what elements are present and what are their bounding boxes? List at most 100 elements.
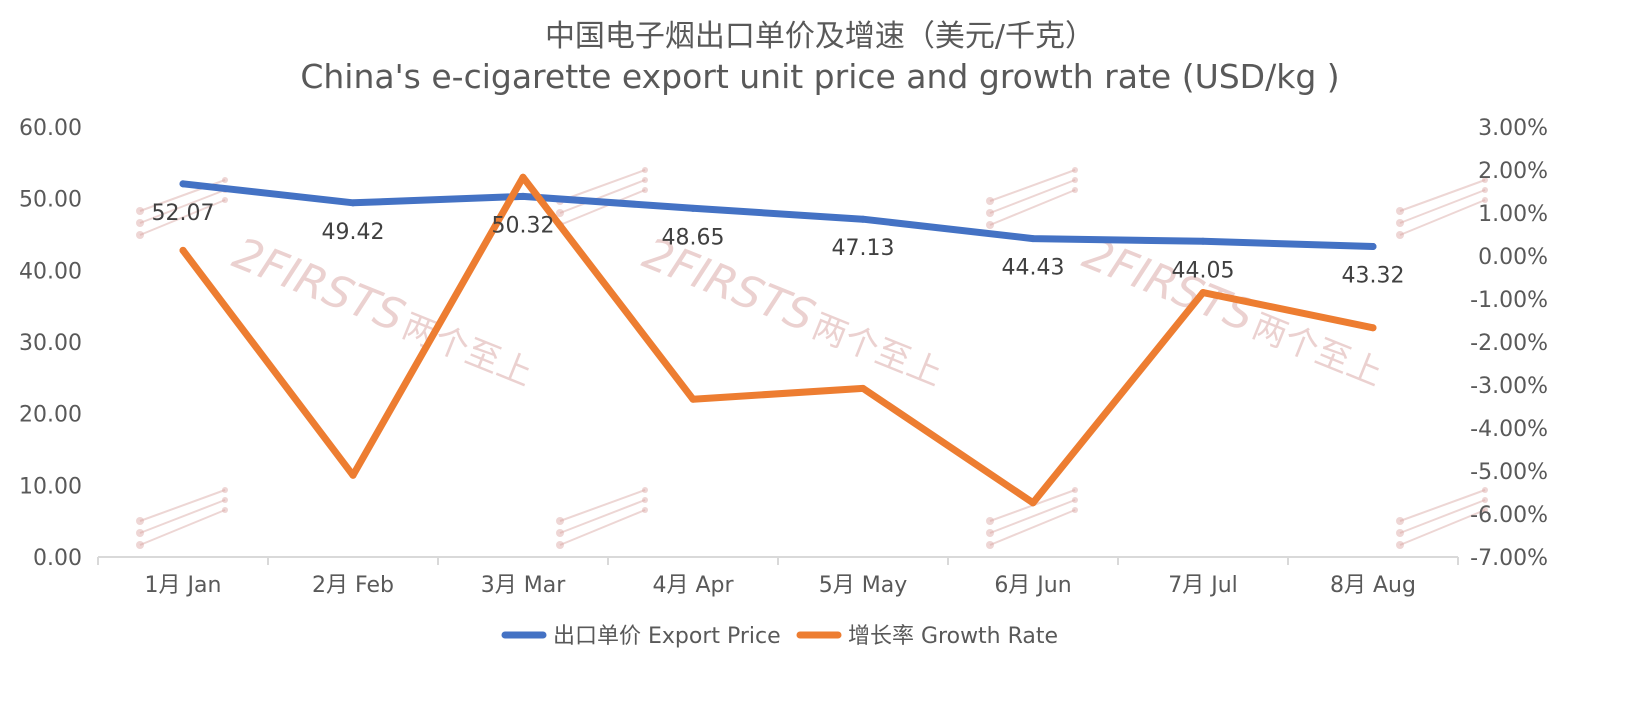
data-point <box>1369 324 1377 332</box>
data-label: 43.32 <box>1342 264 1405 289</box>
watermark-dot <box>642 487 648 493</box>
x-tick-label: 1月 Jan <box>145 573 222 598</box>
data-point <box>1199 237 1207 245</box>
data-label: 50.32 <box>492 213 555 238</box>
legend-label: 增长率 Growth Rate <box>848 624 1058 649</box>
watermark-stroke <box>989 189 1076 226</box>
watermark-dot <box>986 221 994 229</box>
data-point <box>1029 235 1037 243</box>
watermark-dot <box>136 529 144 537</box>
data-label: 49.42 <box>322 220 385 245</box>
watermark-dot <box>136 219 144 227</box>
y-left-tick-label: 30.00 <box>19 331 82 356</box>
data-point <box>859 215 867 223</box>
data-point <box>349 199 357 207</box>
y-left-tick-label: 40.00 <box>19 259 82 284</box>
watermark-stroke <box>989 179 1076 214</box>
watermark-stroke <box>559 489 646 522</box>
series-layer <box>179 173 1377 507</box>
watermark-stroke <box>559 499 646 534</box>
data-point <box>1369 243 1377 251</box>
y-right-tick-label: -2.00% <box>1470 331 1548 356</box>
watermark-dot <box>986 209 994 217</box>
watermark-stroke <box>139 199 226 236</box>
watermark-dot <box>1072 487 1078 493</box>
watermark-dot <box>1072 167 1078 173</box>
watermark-stroke <box>1399 189 1486 224</box>
watermark-stroke <box>559 179 646 214</box>
watermark-stroke <box>139 499 226 534</box>
data-point <box>519 192 527 200</box>
data-point <box>689 395 697 403</box>
watermark-stroke <box>989 169 1076 202</box>
watermark-dot <box>642 507 648 513</box>
y-right-tick-label: -6.00% <box>1470 503 1548 528</box>
watermark-dot <box>136 231 144 239</box>
watermark-stroke <box>559 509 646 546</box>
x-tick-label: 6月 Jun <box>994 573 1071 598</box>
watermark-dot <box>136 207 144 215</box>
y-left-tick-label: 10.00 <box>19 474 82 499</box>
watermark-dot <box>556 529 564 537</box>
data-point <box>519 173 527 181</box>
watermark-dot <box>1072 497 1078 503</box>
watermark-dot <box>136 541 144 549</box>
watermark-dot <box>1482 197 1488 203</box>
watermark-dot <box>642 167 648 173</box>
watermark-dot <box>1072 507 1078 513</box>
data-label: 47.13 <box>832 236 895 261</box>
watermark-stroke <box>1399 499 1486 534</box>
y-right-tick-label: 1.00% <box>1478 202 1548 227</box>
data-point <box>349 471 357 479</box>
watermark-dot <box>1396 219 1404 227</box>
watermark-stroke <box>989 499 1076 534</box>
watermark-dot <box>1396 207 1404 215</box>
data-point <box>689 204 697 212</box>
watermark-dot <box>1396 231 1404 239</box>
watermark-stroke <box>1399 489 1486 522</box>
watermark-stroke <box>1399 509 1486 546</box>
watermark-dot <box>1482 187 1488 193</box>
watermark-dot <box>1396 541 1404 549</box>
legend: 出口单价 Export Price 增长率 Growth Rate <box>501 624 1058 649</box>
data-point <box>179 246 187 254</box>
legend-label: 出口单价 Export Price <box>553 624 781 649</box>
y-left-tick-label: 60.00 <box>19 116 82 141</box>
watermark-stroke <box>139 489 226 522</box>
watermark-stroke <box>139 509 226 546</box>
watermark-dot <box>222 487 228 493</box>
data-point <box>1199 289 1207 297</box>
watermark-dot <box>556 209 564 217</box>
y-left-tick-label: 50.00 <box>19 188 82 213</box>
watermark-dot <box>1482 497 1488 503</box>
data-label: 48.65 <box>662 225 725 250</box>
y-right-tick-label: -3.00% <box>1470 374 1548 399</box>
x-tick-label: 4月 Apr <box>652 573 734 598</box>
y-left-tick-label: 0.00 <box>33 546 82 571</box>
series-line-growth-rate <box>179 173 1377 507</box>
watermark-dot <box>136 517 144 525</box>
y-left-tick-label: 20.00 <box>19 403 82 428</box>
watermark-dot <box>642 187 648 193</box>
data-label: 52.07 <box>152 201 215 226</box>
watermark-dot <box>986 197 994 205</box>
y-right-tick-label: 0.00% <box>1478 245 1548 270</box>
watermark-stroke <box>139 189 226 224</box>
watermark-stroke <box>559 169 646 202</box>
watermark-dot <box>222 197 228 203</box>
chart-title: 中国电子烟出口单价及增速（美元/千克） <box>545 19 1095 54</box>
y-right-tick-label: -5.00% <box>1470 460 1548 485</box>
watermark-dot <box>642 177 648 183</box>
y-right-tick-label: -7.00% <box>1470 546 1548 571</box>
y-right-tick-label: 2.00% <box>1478 159 1548 184</box>
data-point <box>1029 499 1037 507</box>
axes: 1月 Jan 2月 Feb 3月 Mar 4月 Apr 5月 May 6月 Jun 7月 J… <box>19 116 1548 598</box>
watermark-dot <box>556 541 564 549</box>
watermark-dot <box>222 507 228 513</box>
watermark-dot <box>1072 187 1078 193</box>
watermark-stroke <box>1399 179 1486 212</box>
y-right-tick-label: 3.00% <box>1478 116 1548 141</box>
watermark-stroke <box>1399 199 1486 236</box>
